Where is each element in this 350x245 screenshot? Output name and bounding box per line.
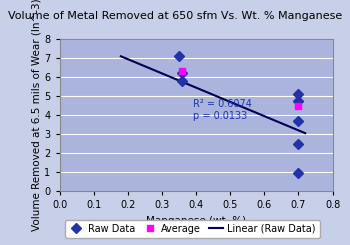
Raw Data: [296, 93, 300, 96]
Line: Average: Average: [179, 68, 302, 109]
Legend: Raw Data, Average, Linear (Raw Data): Raw Data, Average, Linear (Raw Data): [65, 220, 320, 238]
Y-axis label: Volume Removed at 6.5 mils of Wear (In^-3): Volume Removed at 6.5 mils of Wear (In^-…: [32, 0, 41, 232]
X-axis label: Manganese (wt. %): Manganese (wt. %): [146, 216, 246, 226]
Raw Data: [180, 79, 184, 82]
Raw Data: [177, 55, 181, 58]
Text: R² = 0.6074
p = 0.0133: R² = 0.6074 p = 0.0133: [193, 99, 251, 121]
Raw Data: [296, 142, 300, 145]
Linear (Raw Data): [119, 55, 123, 58]
Line: Raw Data: Raw Data: [175, 53, 302, 177]
Raw Data: [180, 72, 184, 75]
Raw Data: [296, 172, 300, 174]
Average: [180, 70, 184, 73]
Raw Data: [296, 99, 300, 102]
Line: Linear (Raw Data): Linear (Raw Data): [121, 56, 305, 133]
Linear (Raw Data): [303, 132, 307, 135]
Average: [296, 104, 300, 107]
Text: Volume of Metal Removed at 650 sfm Vs. Wt. % Manganese: Volume of Metal Removed at 650 sfm Vs. W…: [8, 11, 342, 21]
Raw Data: [296, 119, 300, 122]
